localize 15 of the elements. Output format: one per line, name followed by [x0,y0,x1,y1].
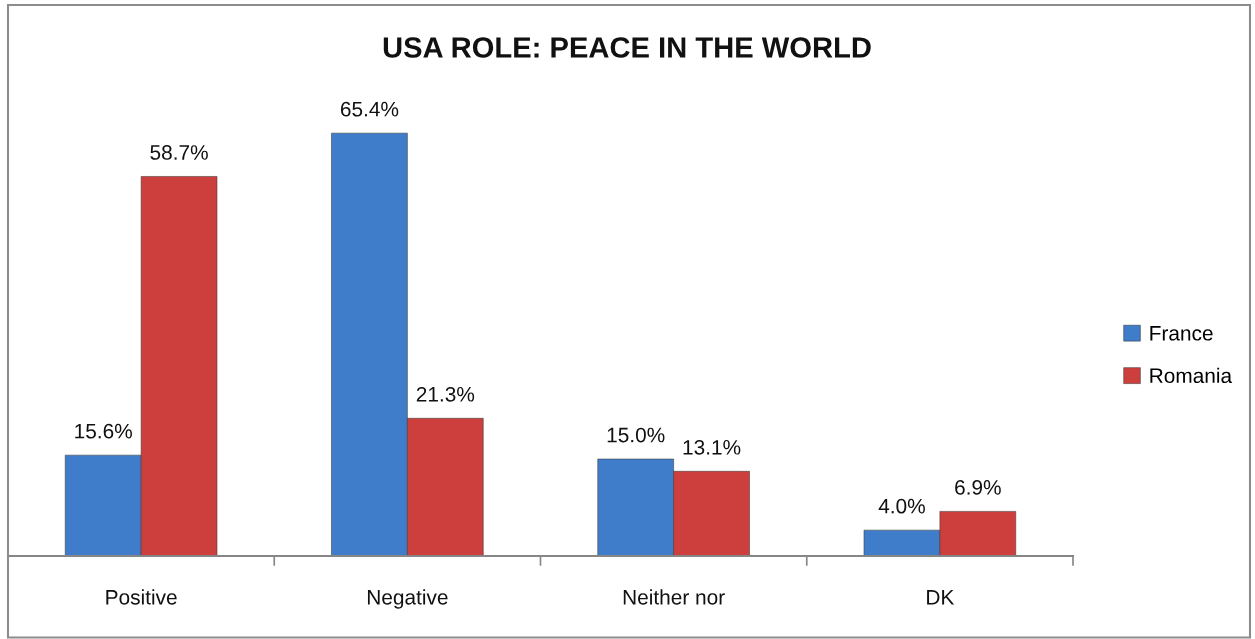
x-tick-label: DK [927,590,955,605]
legend-label: France [1150,326,1213,341]
data-label: 6.9% [955,480,1001,495]
chart-title: USA ROLE: PEACE IN THE WORLD [383,37,871,58]
legend-label: Romania [1150,367,1233,384]
x-tick-label: Positive [106,589,177,605]
data-label: 4.0% [878,498,925,514]
x-tick-label: Neither nor [623,589,725,605]
data-label: 58.7% [150,145,208,160]
x-tick-label: Negative [367,589,448,609]
data-label: 13.1% [683,439,741,455]
data-label: 65.4% [340,101,399,117]
data-label: 15.0% [607,427,665,443]
data-label: 21.3% [416,386,475,402]
data-label: 15.6% [75,423,132,439]
